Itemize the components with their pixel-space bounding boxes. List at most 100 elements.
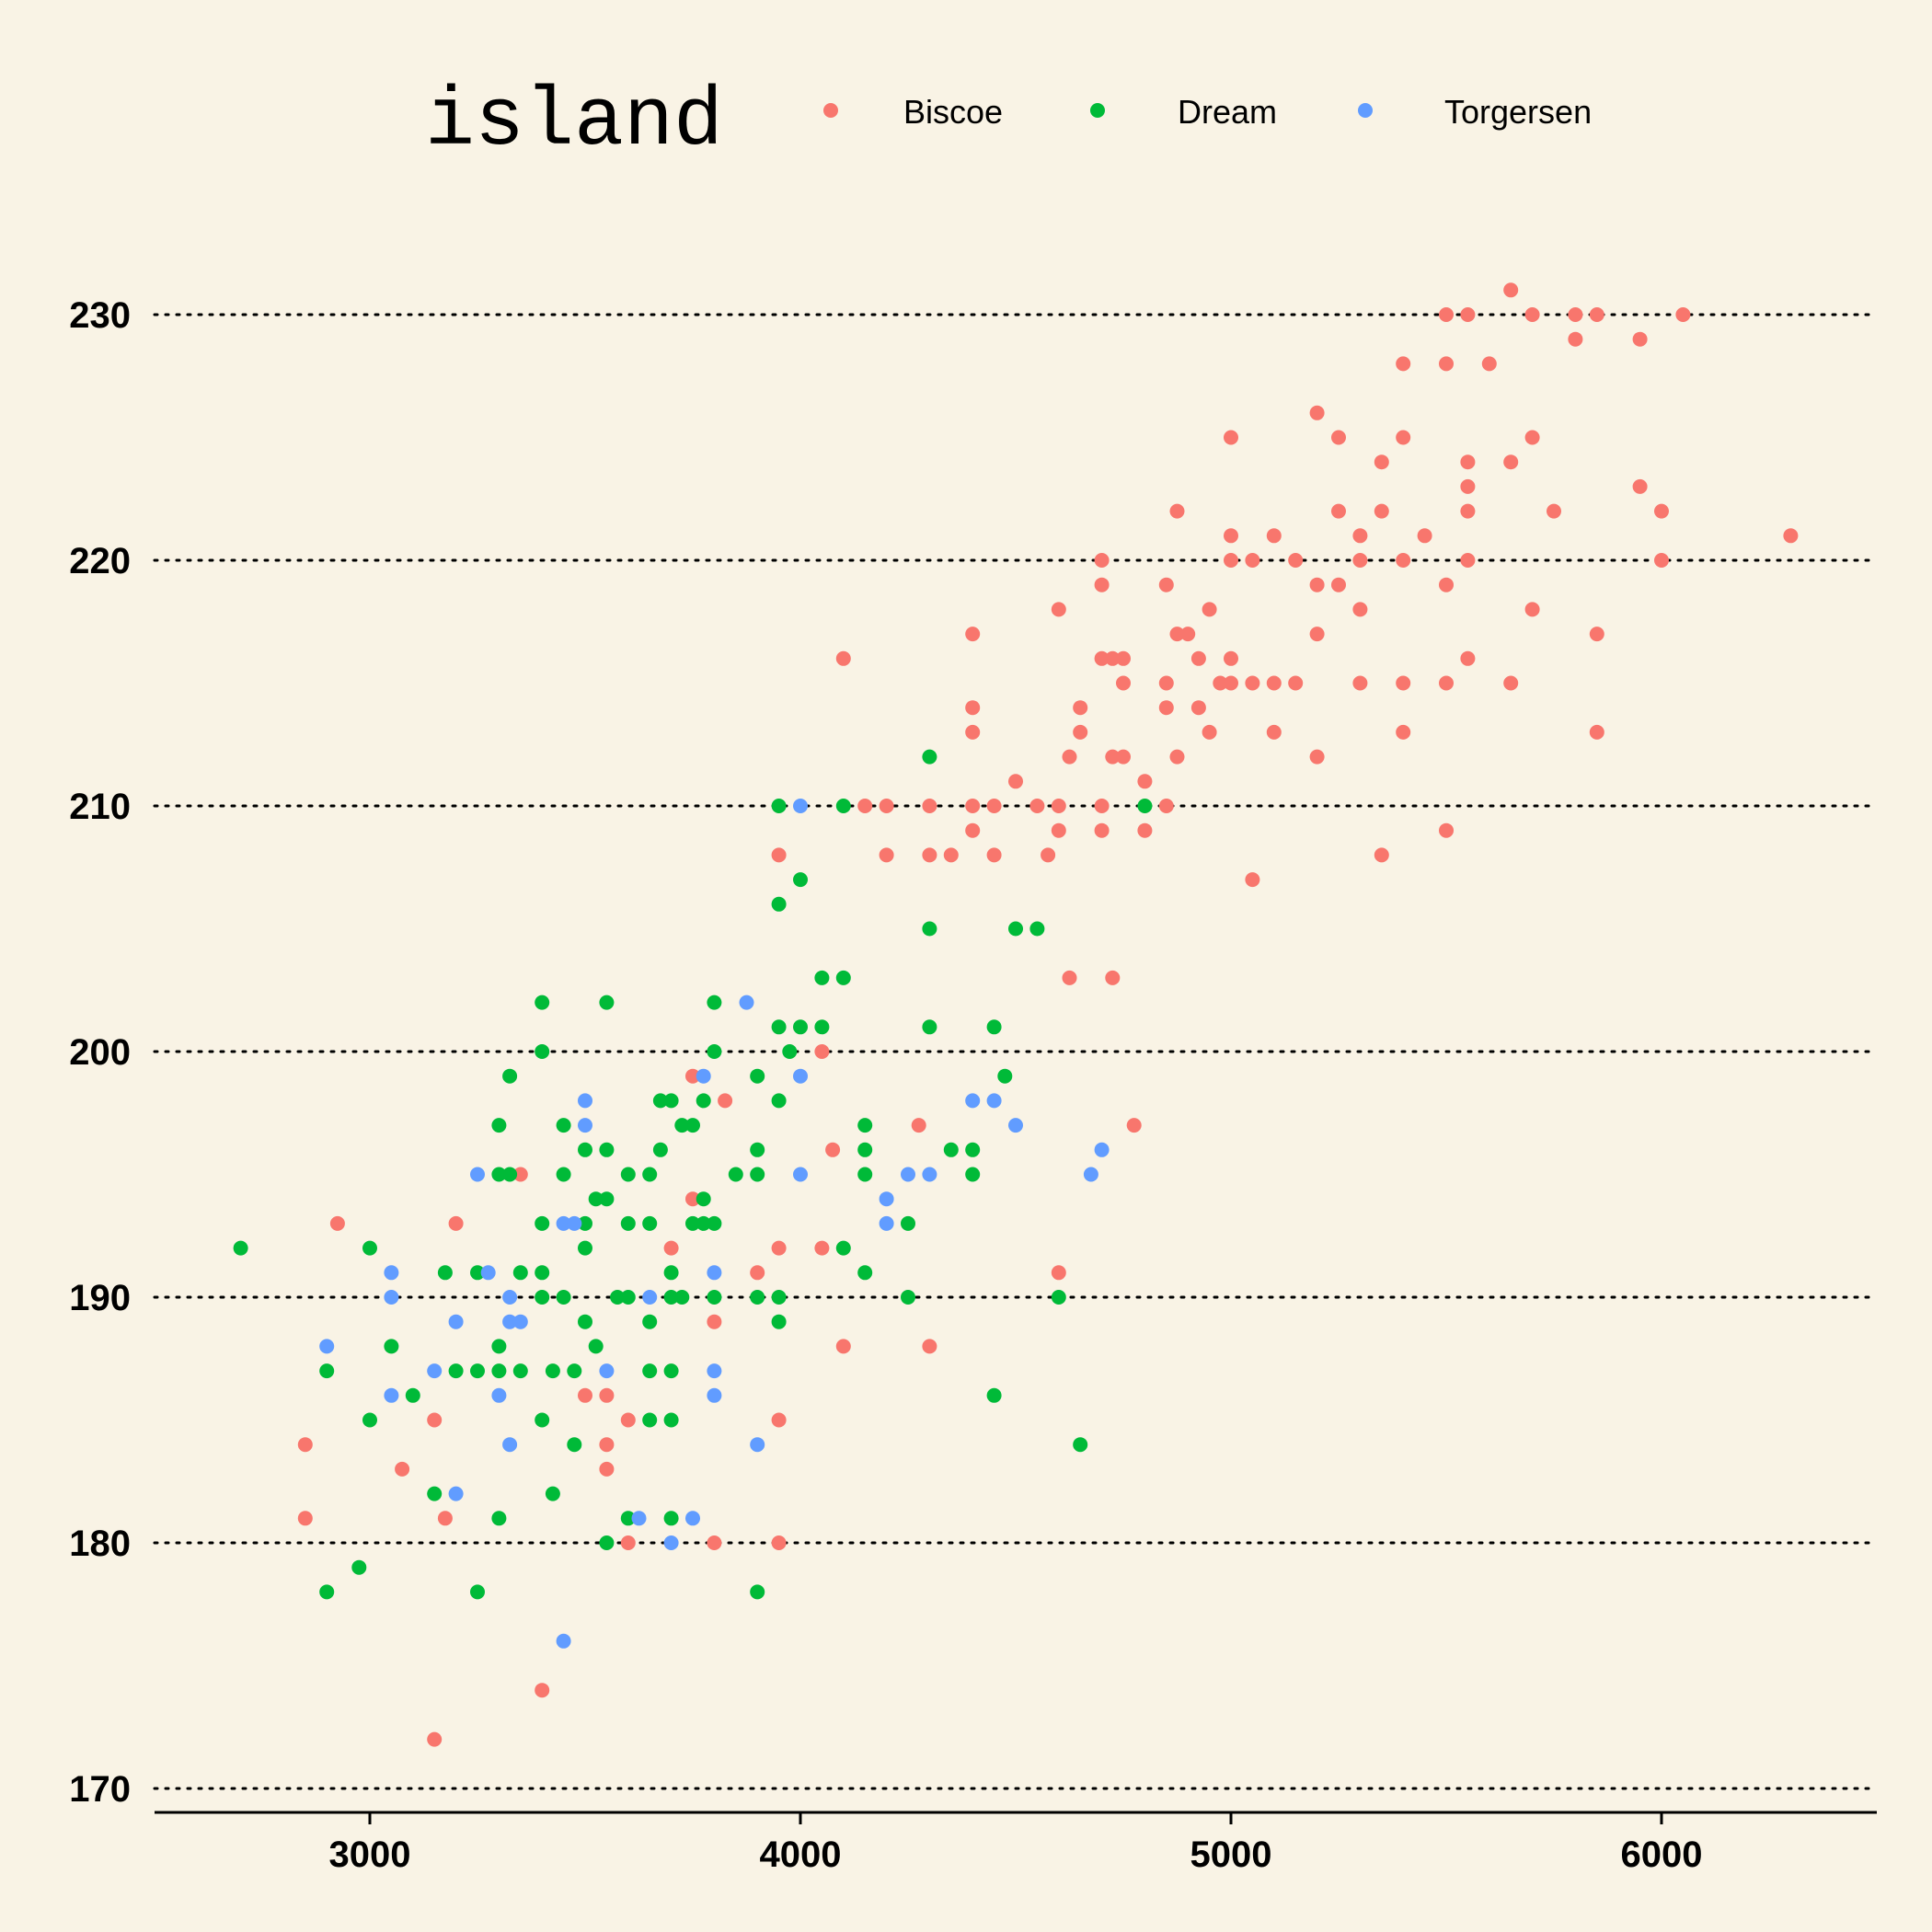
point-biscoe-130 bbox=[1503, 282, 1519, 298]
point-biscoe-72 bbox=[1158, 577, 1174, 592]
point-biscoe-97 bbox=[1288, 675, 1304, 691]
point-dream-63 bbox=[663, 1511, 679, 1526]
point-biscoe-4 bbox=[427, 1412, 443, 1428]
point-dream-58 bbox=[663, 1093, 679, 1109]
point-biscoe-31 bbox=[835, 650, 851, 666]
y-tick-label-190: 190 bbox=[69, 1278, 131, 1318]
point-biscoe-19 bbox=[707, 1314, 722, 1329]
point-dream-102 bbox=[922, 921, 937, 937]
point-dream-16 bbox=[491, 1339, 507, 1354]
axes: 170 180 190 200 210 220 230 3000 4000 5000 6000 bbox=[69, 295, 1877, 1875]
point-dream-12 bbox=[470, 1363, 485, 1379]
point-torgersen-37 bbox=[965, 1093, 981, 1109]
point-biscoe-99 bbox=[1309, 577, 1325, 592]
point-biscoe-137 bbox=[1568, 307, 1583, 322]
point-biscoe-17 bbox=[685, 1068, 700, 1084]
grid-lines bbox=[153, 313, 1879, 1790]
point-dream-90 bbox=[814, 970, 830, 985]
point-biscoe-82 bbox=[1202, 602, 1217, 617]
point-biscoe-67 bbox=[1116, 675, 1131, 691]
x-tick-label-4000: 4000 bbox=[760, 1834, 842, 1875]
point-biscoe-68 bbox=[1116, 749, 1131, 765]
point-dream-107 bbox=[986, 1019, 1002, 1035]
point-dream-54 bbox=[642, 1363, 658, 1379]
point-dream-81 bbox=[771, 799, 787, 813]
point-biscoe-48 bbox=[1029, 799, 1045, 813]
point-biscoe-145 bbox=[1654, 553, 1669, 568]
point-biscoe-61 bbox=[1094, 799, 1110, 813]
point-dream-111 bbox=[1029, 921, 1045, 937]
point-torgersen-16 bbox=[567, 1215, 582, 1231]
point-biscoe-27 bbox=[814, 1044, 830, 1059]
point-biscoe-94 bbox=[1266, 675, 1282, 691]
point-biscoe-102 bbox=[1331, 430, 1346, 445]
point-torgersen-26 bbox=[707, 1363, 722, 1379]
point-torgersen-5 bbox=[448, 1314, 464, 1329]
point-biscoe-98 bbox=[1309, 405, 1325, 420]
point-dream-46 bbox=[610, 1290, 626, 1305]
point-dream-43 bbox=[599, 1142, 615, 1157]
point-biscoe-49 bbox=[1041, 847, 1056, 863]
point-torgersen-29 bbox=[750, 1437, 765, 1453]
point-dream-110 bbox=[1008, 921, 1023, 937]
point-dream-69 bbox=[696, 1191, 711, 1207]
point-torgersen-34 bbox=[879, 1215, 894, 1231]
point-biscoe-107 bbox=[1352, 602, 1368, 617]
point-biscoe-128 bbox=[1460, 650, 1476, 666]
point-dream-49 bbox=[620, 1290, 636, 1305]
point-dream-67 bbox=[685, 1215, 700, 1231]
point-dream-51 bbox=[642, 1167, 658, 1182]
point-biscoe-80 bbox=[1190, 650, 1206, 666]
point-dream-48 bbox=[620, 1215, 636, 1231]
point-biscoe-60 bbox=[1094, 650, 1110, 666]
point-torgersen-23 bbox=[685, 1511, 700, 1526]
point-dream-59 bbox=[663, 1265, 679, 1281]
point-biscoe-16 bbox=[663, 1240, 679, 1256]
point-biscoe-112 bbox=[1396, 356, 1411, 372]
point-biscoe-79 bbox=[1180, 627, 1196, 642]
point-biscoe-14 bbox=[620, 1412, 636, 1428]
point-biscoe-24 bbox=[771, 1412, 787, 1428]
point-dream-23 bbox=[535, 995, 550, 1010]
x-tick-label-6000: 6000 bbox=[1621, 1834, 1703, 1875]
point-torgersen-39 bbox=[1008, 1118, 1023, 1133]
point-biscoe-122 bbox=[1439, 822, 1454, 838]
legend-label-dream: Dream bbox=[1178, 93, 1277, 131]
point-biscoe-43 bbox=[965, 799, 981, 813]
point-torgersen-10 bbox=[502, 1290, 518, 1305]
point-biscoe-50 bbox=[1051, 602, 1066, 617]
point-biscoe-0 bbox=[297, 1437, 313, 1453]
point-dream-18 bbox=[491, 1511, 507, 1526]
point-biscoe-41 bbox=[965, 700, 981, 716]
point-dream-68 bbox=[696, 1093, 711, 1109]
point-dream-89 bbox=[793, 1019, 808, 1035]
point-dream-65 bbox=[674, 1290, 690, 1305]
point-biscoe-69 bbox=[1126, 1118, 1142, 1133]
point-dream-66 bbox=[685, 1118, 700, 1133]
point-dream-62 bbox=[663, 1412, 679, 1428]
point-dream-96 bbox=[857, 1142, 873, 1157]
point-biscoe-59 bbox=[1094, 577, 1110, 592]
point-biscoe-138 bbox=[1568, 331, 1583, 347]
point-biscoe-92 bbox=[1245, 872, 1260, 888]
point-biscoe-2 bbox=[329, 1215, 345, 1231]
data-points bbox=[233, 282, 1799, 1747]
point-biscoe-90 bbox=[1245, 553, 1260, 568]
point-dream-41 bbox=[588, 1339, 604, 1354]
point-dream-26 bbox=[535, 1265, 550, 1281]
point-biscoe-74 bbox=[1158, 700, 1174, 716]
point-dream-104 bbox=[943, 1142, 959, 1157]
point-biscoe-32 bbox=[857, 799, 873, 813]
point-biscoe-96 bbox=[1288, 553, 1304, 568]
point-biscoe-12 bbox=[599, 1437, 615, 1453]
point-biscoe-36 bbox=[922, 799, 937, 813]
point-biscoe-56 bbox=[1073, 700, 1088, 716]
legend-label-biscoe: Biscoe bbox=[903, 93, 1003, 131]
point-biscoe-125 bbox=[1460, 478, 1476, 494]
point-torgersen-14 bbox=[556, 1215, 571, 1231]
point-biscoe-108 bbox=[1352, 675, 1368, 691]
point-torgersen-32 bbox=[793, 1167, 808, 1182]
point-dream-79 bbox=[750, 1290, 765, 1305]
point-dream-5 bbox=[362, 1412, 377, 1428]
